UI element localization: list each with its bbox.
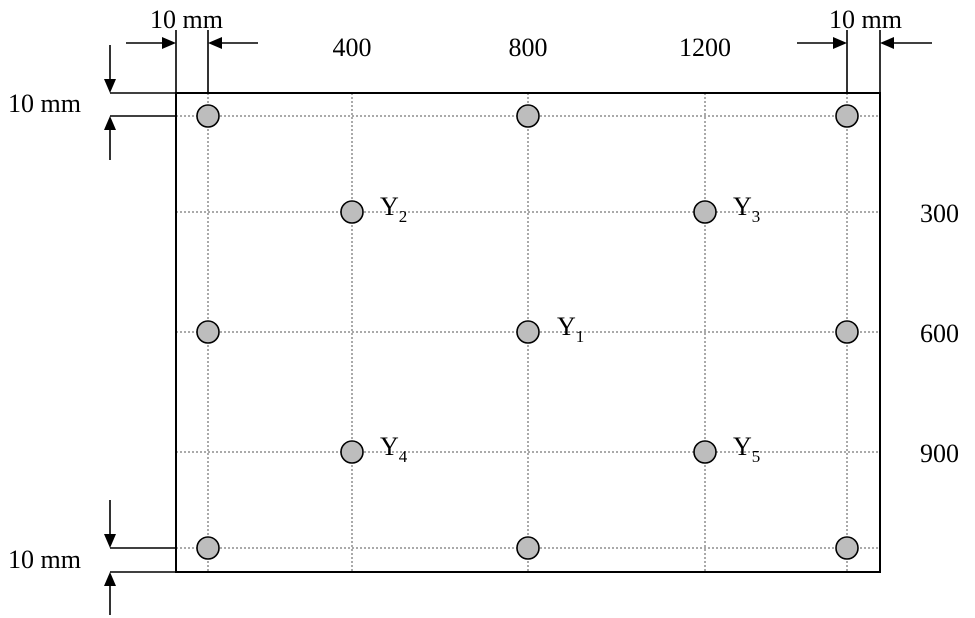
edge-point-bottom-left bbox=[196, 536, 220, 560]
edge-point-mid-right bbox=[835, 320, 859, 344]
margin-label-top-left: 10 mm bbox=[150, 5, 223, 34]
edge-point-mid-left bbox=[196, 320, 220, 344]
margin-label-top-right: 10 mm bbox=[829, 5, 902, 34]
edge-point-bottom-right bbox=[835, 536, 859, 560]
x-tick-800: 800 bbox=[509, 33, 548, 62]
x-tick-400: 400 bbox=[333, 33, 372, 62]
point-label-y2: Y2 bbox=[380, 192, 407, 226]
y-tick-300: 300 bbox=[920, 199, 959, 228]
y-tick-labels: 300 600 900 bbox=[920, 199, 959, 468]
x-tick-labels: 400 800 1200 bbox=[333, 33, 732, 62]
dimension-left-bottom: 10 mm bbox=[8, 500, 176, 615]
edge-point-top-left bbox=[196, 104, 220, 128]
point-y1 bbox=[516, 320, 540, 344]
point-label-y4: Y4 bbox=[380, 432, 408, 466]
point-y5 bbox=[693, 440, 717, 464]
dimension-top-left: 10 mm bbox=[126, 5, 258, 93]
point-label-y3: Y3 bbox=[733, 192, 760, 226]
point-y4 bbox=[340, 440, 364, 464]
edge-point-top-right bbox=[835, 104, 859, 128]
panel-outline bbox=[175, 92, 881, 573]
margin-label-left-bottom: 10 mm bbox=[8, 545, 81, 574]
point-y3 bbox=[693, 200, 717, 224]
point-label-y1: Y1 bbox=[557, 312, 584, 346]
x-tick-1200: 1200 bbox=[679, 33, 731, 62]
y-tick-900: 900 bbox=[920, 439, 959, 468]
y-tick-600: 600 bbox=[920, 319, 959, 348]
dimension-left-top: 10 mm bbox=[8, 45, 176, 160]
edge-points bbox=[196, 104, 859, 560]
dimension-top-right: 10 mm bbox=[797, 5, 932, 93]
edge-point-top-mid bbox=[516, 104, 540, 128]
edge-point-bottom-mid bbox=[516, 536, 540, 560]
point-y2 bbox=[340, 200, 364, 224]
measurement-points: Y1 Y2 Y3 Y4 Y5 bbox=[340, 192, 760, 466]
point-label-y5: Y5 bbox=[733, 432, 760, 466]
margin-label-left-top: 10 mm bbox=[8, 89, 81, 118]
